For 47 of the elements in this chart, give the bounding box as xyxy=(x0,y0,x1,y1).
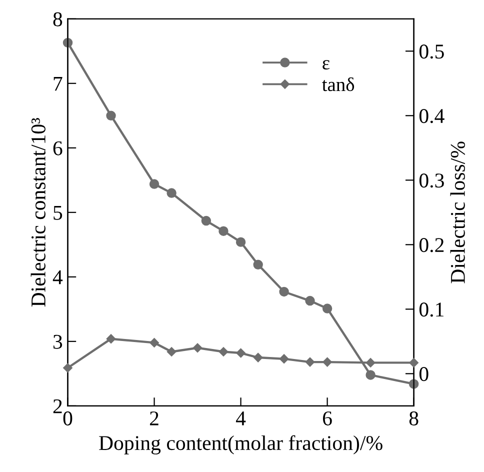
point xyxy=(236,237,246,247)
y-tick-label: 3 xyxy=(53,334,62,349)
x-axis-title: Doping content(molar fraction)/% xyxy=(99,435,382,454)
y-tick-label: 2 xyxy=(53,399,62,414)
y2-tick-label: 0.4 xyxy=(419,109,444,124)
point xyxy=(366,358,376,368)
x-tick-label: 0 xyxy=(63,411,72,426)
point xyxy=(166,188,176,198)
point xyxy=(253,352,263,362)
y-tick-label: 4 xyxy=(52,270,63,284)
x-tick-label: 2 xyxy=(150,411,158,426)
point xyxy=(106,334,116,344)
x-tick-label: 6 xyxy=(322,411,332,426)
y2-axis-title: Dielectric loss/% xyxy=(450,142,466,284)
point xyxy=(218,347,228,356)
x-tick-label: 8 xyxy=(409,411,418,426)
point xyxy=(218,226,228,236)
y-tick-label: 7 xyxy=(54,76,62,91)
y2-tick-label: 0.1 xyxy=(419,302,444,317)
y2-tick-label: 0.5 xyxy=(419,44,444,59)
point xyxy=(149,179,160,189)
y-tick-label: 5 xyxy=(54,206,62,220)
y2-tick-label: 0 xyxy=(419,367,428,382)
point xyxy=(279,286,289,297)
point xyxy=(150,338,159,348)
y-tick-label: 8 xyxy=(53,12,62,26)
point xyxy=(106,110,116,120)
point xyxy=(201,216,212,226)
y2-tick-label: 0.3 xyxy=(419,174,444,188)
point xyxy=(409,358,418,368)
y2-tick-label: 0.2 xyxy=(419,238,444,252)
point xyxy=(305,357,315,367)
point xyxy=(253,260,263,270)
y-tick-label: 6 xyxy=(53,141,62,156)
point xyxy=(322,357,332,367)
legend-label: tanδ xyxy=(322,77,354,92)
y-axis-title: Dielectric constant/10³ xyxy=(30,118,46,307)
point xyxy=(279,354,289,364)
legend-label: ε xyxy=(322,60,330,70)
point xyxy=(192,343,202,352)
x-tick-label: 4 xyxy=(236,412,246,426)
point xyxy=(305,296,315,306)
point xyxy=(366,370,376,380)
point xyxy=(322,304,332,314)
point xyxy=(63,363,72,372)
point xyxy=(166,347,176,356)
point xyxy=(236,348,246,358)
